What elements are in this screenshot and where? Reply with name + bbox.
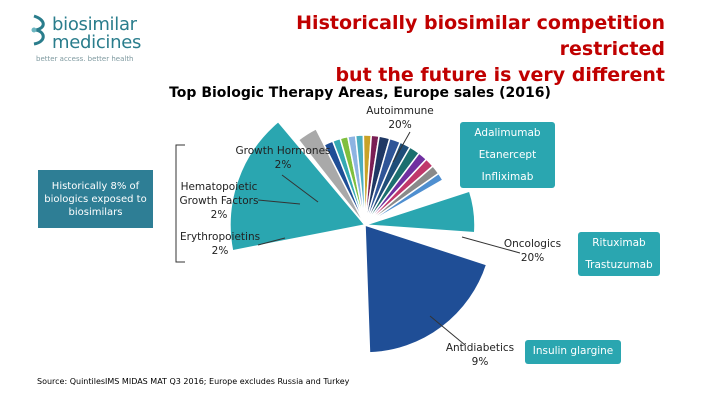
label-erythropoietins: Erythropoietins 2% bbox=[180, 230, 260, 258]
leader-antidiabetics bbox=[429, 315, 466, 346]
chart-title: Top Biologic Therapy Areas, Europe sales… bbox=[169, 85, 551, 101]
slice-oncologics bbox=[364, 223, 488, 354]
leader-lines bbox=[175, 131, 521, 346]
drug-rituximab: Rituximab bbox=[592, 237, 646, 249]
logo-word-1: biosimilar bbox=[52, 14, 137, 35]
label-antidiabetics: Antidiabetics 9% bbox=[440, 341, 520, 369]
leader-growth-hormones bbox=[281, 174, 319, 203]
chart-slices bbox=[229, 120, 488, 354]
label-hematopoietic-pct: 2% bbox=[210, 209, 228, 221]
slide-title-line-2: but the future is very different bbox=[335, 64, 665, 86]
label-hematopoietic: Hematopoietic Growth Factors 2% bbox=[178, 180, 260, 222]
logo-tagline: better access. better health bbox=[36, 55, 134, 63]
leader-autoimmune bbox=[392, 131, 411, 163]
label-growth-hormones: Growth Hormones 2% bbox=[228, 144, 338, 172]
label-antidiabetics-name: Antidiabetics bbox=[445, 342, 515, 354]
label-hematopoietic-name: Hematopoietic Growth Factors bbox=[179, 181, 259, 207]
label-autoimmune: Autoimmune 20% bbox=[360, 104, 440, 132]
label-oncologics-pct: 20% bbox=[520, 252, 545, 264]
slide-title: Historically biosimilar competition rest… bbox=[195, 10, 665, 88]
label-autoimmune-name: Autoimmune bbox=[366, 105, 434, 117]
label-growth-hormones-name: Growth Hormones bbox=[235, 145, 331, 157]
drug-infliximab: Infliximab bbox=[481, 171, 534, 183]
antidiabetics-drugs-box: Insulin glargine bbox=[525, 340, 621, 364]
biosimilar-medicines-logo: biosimilar medicines better access. bett… bbox=[30, 12, 180, 64]
label-erythropoietins-pct: 2% bbox=[211, 245, 229, 257]
slice-segment-16 bbox=[364, 172, 444, 226]
label-antidiabetics-pct: 9% bbox=[471, 356, 489, 368]
label-oncologics-name: Oncologics bbox=[503, 238, 562, 250]
slice-antidiabetics bbox=[364, 190, 476, 234]
drug-trastuzumab: Trastuzumab bbox=[585, 259, 653, 271]
label-erythropoietins-name: Erythropoietins bbox=[180, 231, 261, 243]
bracket bbox=[175, 144, 185, 263]
leader-hematopoietic bbox=[257, 199, 301, 205]
label-growth-hormones-pct: 2% bbox=[274, 159, 292, 171]
leader-erythropoietins bbox=[257, 237, 286, 246]
biosimilar-exposure-callout: Historically 8% of biologics exposed to … bbox=[38, 170, 153, 228]
source-note: Source: QuintilesIMS MIDAS MAT Q3 2016; … bbox=[37, 377, 350, 386]
label-oncologics: Oncologics 20% bbox=[500, 237, 565, 265]
leader-oncologics bbox=[461, 236, 521, 254]
drug-adalimumab: Adalimumab bbox=[474, 127, 541, 139]
drug-insulin-glargine: Insulin glargine bbox=[532, 345, 614, 357]
drug-etanercept: Etanercept bbox=[478, 149, 537, 161]
autoimmune-drugs-box: Adalimumab Etanercept Infliximab bbox=[460, 122, 555, 188]
logo-mark-icon bbox=[31, 14, 45, 46]
slide-title-line-1: Historically biosimilar competition rest… bbox=[296, 12, 665, 60]
logo-word-2: medicines bbox=[52, 32, 142, 53]
label-autoimmune-pct: 20% bbox=[388, 119, 412, 131]
slice-segment-1 bbox=[297, 127, 366, 226]
oncologics-drugs-box: Rituximab Trastuzumab bbox=[578, 232, 660, 276]
